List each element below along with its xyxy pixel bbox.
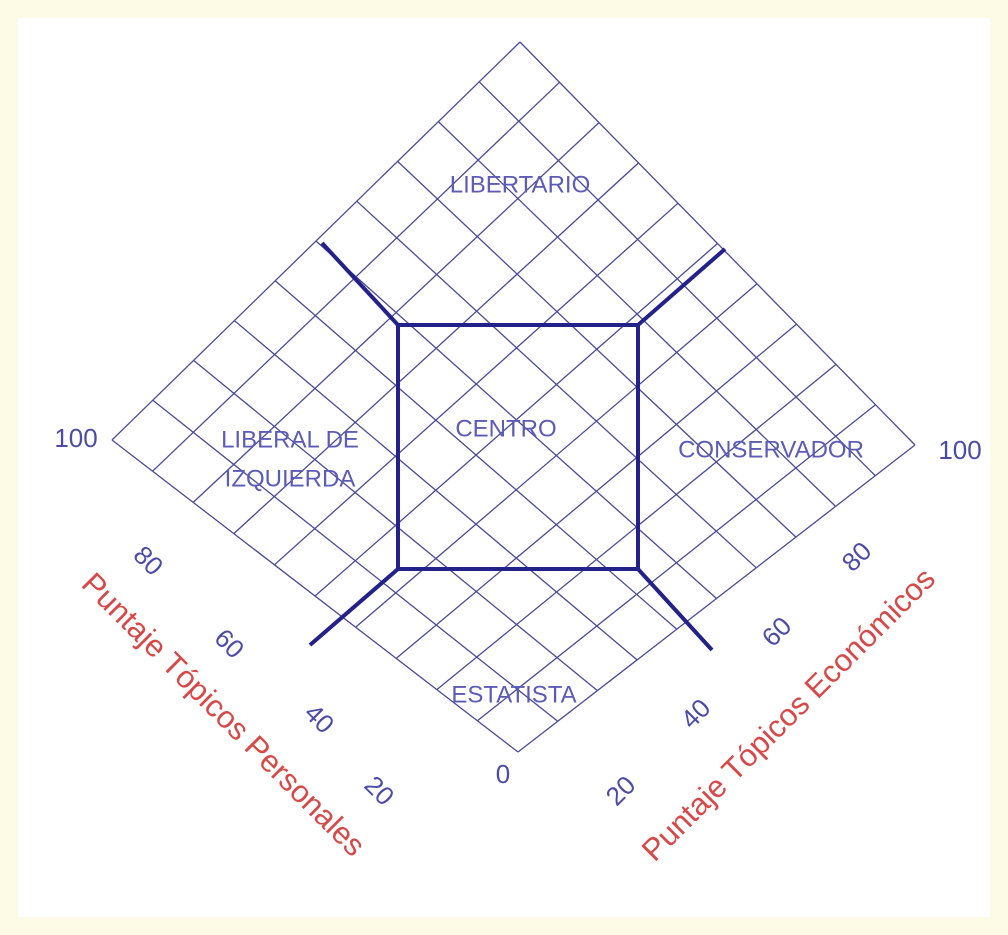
panel — [18, 18, 990, 917]
tick-label: 0 — [496, 759, 510, 789]
grid-line — [478, 81, 876, 477]
region-label: LIBERTARIO — [450, 171, 590, 198]
divider — [636, 247, 727, 327]
grid-line — [397, 160, 797, 538]
grid-line — [152, 81, 560, 472]
region-label: CENTRO — [455, 415, 556, 442]
grid-line — [356, 200, 757, 569]
grid — [111, 41, 916, 753]
region-label: CONSERVADOR — [678, 436, 864, 463]
grid-line — [315, 240, 717, 599]
divider — [308, 567, 400, 647]
grid-line — [273, 202, 679, 566]
grid-line — [192, 122, 600, 503]
tick-label: 100 — [54, 423, 97, 453]
region-label: IZQUIERDA — [225, 465, 356, 492]
grid-line — [519, 41, 916, 446]
divider — [636, 567, 714, 652]
grid-line — [437, 121, 837, 507]
region-label: ESTATISTA — [451, 681, 576, 708]
region-label: LIBERAL DE — [221, 426, 359, 453]
tick-label: 100 — [938, 435, 981, 465]
divider — [320, 241, 400, 327]
grid-line — [233, 162, 639, 535]
grid-line — [111, 41, 521, 441]
center-square — [396, 323, 640, 571]
